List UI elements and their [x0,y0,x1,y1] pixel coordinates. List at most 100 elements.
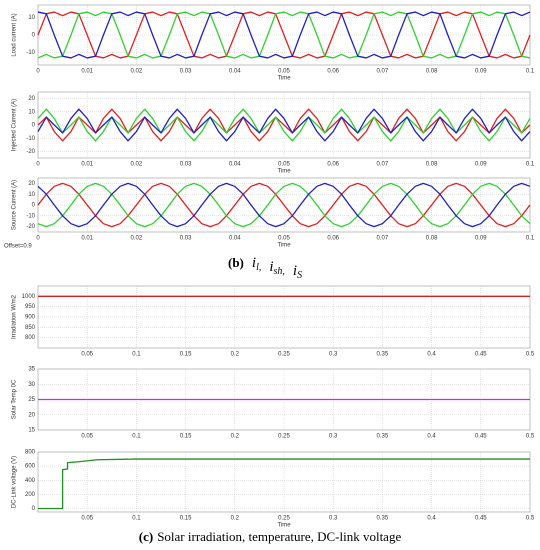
x-tick-label: 0.25 [278,434,290,440]
caption-label: (b) [228,255,244,270]
series-line [37,11,531,59]
x-tick-label: 0.04 [229,162,241,168]
x-tick-label: 0.05 [81,352,93,358]
x-tick-label: 0.01 [81,69,93,75]
x-tick-label: 0.4 [427,352,436,358]
x-tick-label: 0.02 [131,69,143,75]
series-line [37,108,531,142]
x-tick-label: 0.05 [278,162,290,168]
x-tick-label: 0.02 [131,162,143,168]
x-tick-label: 0.03 [180,69,192,75]
caption-sub: l, [256,262,261,273]
x-tick-label: 0 [36,69,40,75]
y-tick-label: 10 [28,109,35,115]
y-tick-label: 20 [28,412,35,418]
y-tick-label: -20 [26,149,35,155]
y-tick-label: -10 [26,50,35,56]
x-tick-label: 0.3 [329,352,338,358]
x-tick-label: 0.15 [180,516,192,522]
x-tick-label: 0.02 [131,236,143,242]
x-tick-label: 0.35 [377,516,389,522]
caption-term: i [252,255,256,271]
y-tick-label: 0 [32,33,36,39]
y-axis-label: Injected Current (A) [12,99,18,151]
series-line [37,11,531,59]
x-tick-label: 0.06 [327,69,339,75]
x-tick-label: 0.15 [180,434,192,440]
y-tick-label: 10 [28,15,35,21]
x-tick-label: 0.2 [231,516,240,522]
y-tick-label: 0 [32,123,36,129]
x-tick-label: 0.05 [278,236,290,242]
series-line [37,182,531,228]
y-axis-label: Source Current (A) [12,180,18,230]
caption-c: (c) Solar irradiation, temperature, DC-li… [139,529,402,544]
x-axis-label: Time [277,523,291,529]
x-tick-label: 0.04 [229,69,241,75]
y-tick-label: 400 [25,478,36,484]
y-tick-label: 20 [28,96,35,102]
series-line [38,458,530,510]
x-tick-label: 0.4 [427,516,436,522]
x-tick-label: 0.1 [526,236,535,242]
y-tick-label: -10 [26,213,35,219]
x-tick-label: 0.15 [180,352,192,358]
x-tick-label: 0.45 [475,516,487,522]
y-axis-label: Solar Temp 0C [12,379,18,419]
x-tick-label: 0.5 [526,434,535,440]
x-tick-label: 0.06 [327,236,339,242]
y-tick-label: 850 [25,325,36,331]
y-tick-label: 200 [25,492,36,498]
x-tick-label: 0.08 [426,69,438,75]
x-tick-label: 0.01 [81,236,93,242]
x-tick-label: 0.09 [475,236,487,242]
caption-text: Solar irradiation, temperature, DC-link … [157,529,401,544]
caption-b: (b) il, ish, iS [228,255,302,281]
y-tick-label: 1000 [22,294,36,300]
x-tick-label: 0.45 [475,352,487,358]
caption-label: (c) [139,529,153,544]
y-tick-label: 0 [32,203,36,209]
caption-sub: sh, [274,266,285,277]
series-line [37,11,531,59]
y-tick-label: 950 [25,304,36,310]
caption-term: i [293,263,297,279]
y-tick-label: 15 [28,428,35,434]
x-tick-label: 0.35 [377,352,389,358]
y-tick-label: 600 [25,464,36,470]
y-tick-label: 35 [28,367,35,373]
x-tick-label: 0.25 [278,352,290,358]
x-tick-label: 0.08 [426,236,438,242]
x-axis-label: Time [277,76,291,82]
x-tick-label: 0 [36,162,40,168]
x-tick-label: 0.3 [329,516,338,522]
x-tick-label: 0.07 [377,236,389,242]
y-axis-label: Load current (A) [12,13,18,56]
y-tick-label: 30 [28,382,35,388]
y-tick-label: 20 [28,181,35,187]
x-tick-label: 0.09 [475,69,487,75]
x-tick-label: 0.1 [526,69,535,75]
y-tick-label: 800 [25,335,36,341]
caption-term: i [269,259,273,275]
x-tick-label: 0.35 [377,434,389,440]
y-tick-label: 800 [25,450,36,456]
x-tick-label: 0.04 [229,236,241,242]
x-tick-label: 0.01 [81,162,93,168]
x-tick-label: 0.07 [377,69,389,75]
y-tick-label: 0 [32,506,36,512]
y-axis-label: DC-Link voltage (V) [12,456,18,508]
x-tick-label: 0.08 [426,162,438,168]
caption-sub: S [297,270,302,281]
x-axis-label: Time [277,169,291,175]
note: Offset=0.9 [4,244,32,250]
y-tick-label: 900 [25,315,36,321]
x-tick-label: 0.03 [180,236,192,242]
x-tick-label: 0.1 [526,162,535,168]
x-tick-label: 0.45 [475,434,487,440]
x-tick-label: 0.2 [231,434,240,440]
x-tick-label: 0.3 [329,434,338,440]
x-tick-label: 0.5 [526,352,535,358]
y-axis-label: Irradiation W/m2 [12,294,18,339]
